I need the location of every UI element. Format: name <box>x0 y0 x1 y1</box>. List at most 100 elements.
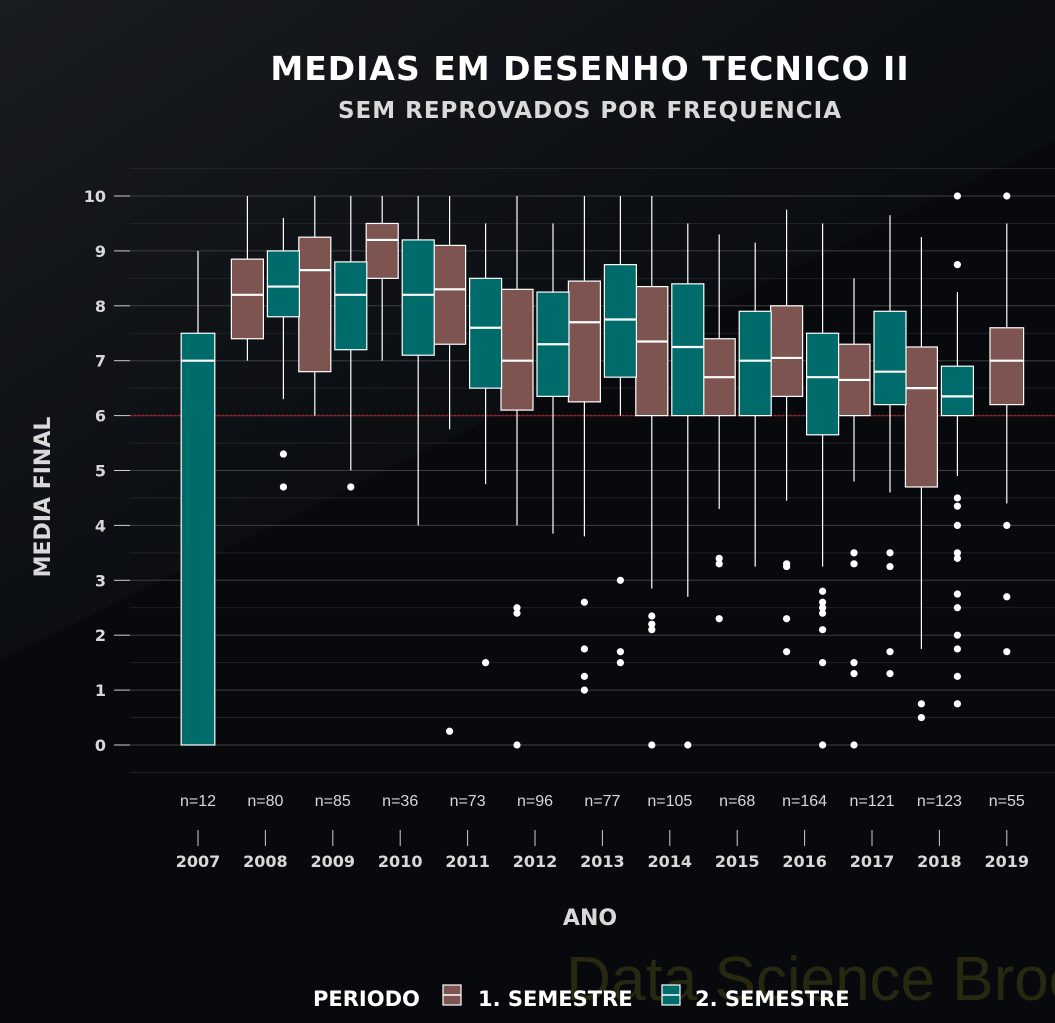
outlier-point <box>953 494 962 502</box>
y-axis: 0 1 2 3 4 5 6 7 8 9 10 <box>84 187 130 755</box>
count-label: n=80 <box>247 793 283 810</box>
y-tick-label: 5 <box>95 462 106 481</box>
outlier-point <box>953 192 962 200</box>
outlier-point <box>850 741 858 749</box>
outlier-point <box>953 631 962 639</box>
box-body <box>180 332 216 746</box>
box-body <box>671 283 705 417</box>
count-label: n=12 <box>180 793 216 810</box>
outlier-point <box>953 549 962 557</box>
box-body <box>805 332 840 436</box>
box-body <box>904 346 939 488</box>
count-label: n=36 <box>382 793 418 810</box>
outlier-point <box>783 560 791 568</box>
x-tick-label: 2010 <box>378 852 423 871</box>
legend: PERIODO 1. SEMESTRE 2. SEMESTRE <box>313 984 850 1011</box>
outlier-point <box>715 615 723 623</box>
x-tick-label: 2009 <box>311 852 356 871</box>
count-label: n=121 <box>850 793 895 810</box>
box-2010-sem2 <box>401 196 435 526</box>
x-tick-label: 2011 <box>445 852 490 871</box>
outlier-point <box>886 648 894 656</box>
x-tick-label: 2018 <box>917 852 962 871</box>
box-2015-sem1 <box>702 234 736 623</box>
x-tick-label: 2008 <box>243 852 288 871</box>
count-label: n=105 <box>647 793 692 810</box>
box-body <box>401 239 435 356</box>
outlier-point <box>886 562 894 571</box>
box-2009-sem2 <box>334 196 368 491</box>
box-2010-sem1 <box>365 196 399 361</box>
outlier-point <box>616 659 625 667</box>
box-2018-sem1 <box>904 237 939 722</box>
outlier-point <box>580 645 589 653</box>
box-2015-sem2 <box>738 242 772 567</box>
x-tick-label: 2014 <box>648 852 693 871</box>
box-body <box>769 305 804 397</box>
outlier-point <box>953 700 962 708</box>
outlier-point <box>819 609 827 617</box>
box-body <box>365 222 399 279</box>
outlier-point <box>580 598 589 606</box>
outlier-point <box>580 672 589 680</box>
outlier-point <box>886 549 894 557</box>
outlier-point <box>917 700 926 708</box>
outlier-point <box>513 741 521 749</box>
outlier-point <box>850 659 858 667</box>
outlier-point <box>917 713 926 722</box>
legend-key-sem1 <box>442 984 462 1006</box>
box-body <box>230 258 264 340</box>
outlier-point <box>648 612 656 620</box>
box-2009-sem1 <box>298 196 332 416</box>
count-label: n=85 <box>315 793 351 810</box>
outlier-point <box>1003 593 1011 601</box>
outlier-point <box>953 672 962 680</box>
outlier-point <box>1003 192 1011 200</box>
count-label: n=164 <box>782 793 827 810</box>
outlier-point <box>347 483 355 491</box>
box-2008-sem2 <box>266 217 300 491</box>
box-body <box>298 236 332 373</box>
outlier-point <box>819 604 827 612</box>
box-2019-sem1 <box>989 192 1025 656</box>
box-2014-sem2 <box>671 223 705 749</box>
box-body <box>635 285 669 417</box>
outlier-point <box>684 741 692 749</box>
outlier-point <box>648 620 656 628</box>
box-2012-sem2 <box>536 223 570 534</box>
x-axis: 2007 2008 2009 2010 2011 2012 2013 2014 2015 2016… <box>176 830 1029 871</box>
y-tick-label: 8 <box>95 297 106 316</box>
legend-title: PERIODO <box>313 987 420 1011</box>
x-axis-label: ANO <box>563 906 617 931</box>
count-label: n=73 <box>450 793 486 810</box>
outlier-point <box>953 645 962 653</box>
box-body <box>567 280 602 403</box>
outlier-point <box>850 549 858 557</box>
box-2017-sem2 <box>873 215 907 678</box>
x-tick-label: 2016 <box>782 852 827 871</box>
outlier-point <box>715 560 723 568</box>
count-labels: n=12 n=80 n=85 n=36 n=73 n=96 n=77 n=105 n=68 n=1… <box>180 793 1025 810</box>
boxes-layer <box>180 192 1025 749</box>
x-tick-label: 2015 <box>715 852 760 871</box>
outlier-point <box>446 727 454 735</box>
outlier-point <box>953 604 962 612</box>
chart-subtitle: SEM REPROVADOS POR FREQUENCIA <box>338 98 842 124</box>
outlier-point <box>648 741 656 749</box>
box-2012-sem1 <box>500 196 534 749</box>
y-tick-label: 7 <box>95 352 106 371</box>
box-body <box>266 250 300 318</box>
outlier-point <box>886 670 894 678</box>
count-label: n=96 <box>517 793 553 810</box>
outlier-point <box>783 615 791 623</box>
count-label: n=55 <box>989 793 1025 810</box>
box-body <box>989 327 1025 406</box>
y-tick-label: 1 <box>95 681 106 700</box>
outlier-point <box>279 483 287 491</box>
legend-label-sem1: 1. SEMESTRE <box>478 987 633 1011</box>
count-label: n=68 <box>719 793 755 810</box>
box-body <box>500 288 534 411</box>
outlier-point <box>783 648 791 656</box>
